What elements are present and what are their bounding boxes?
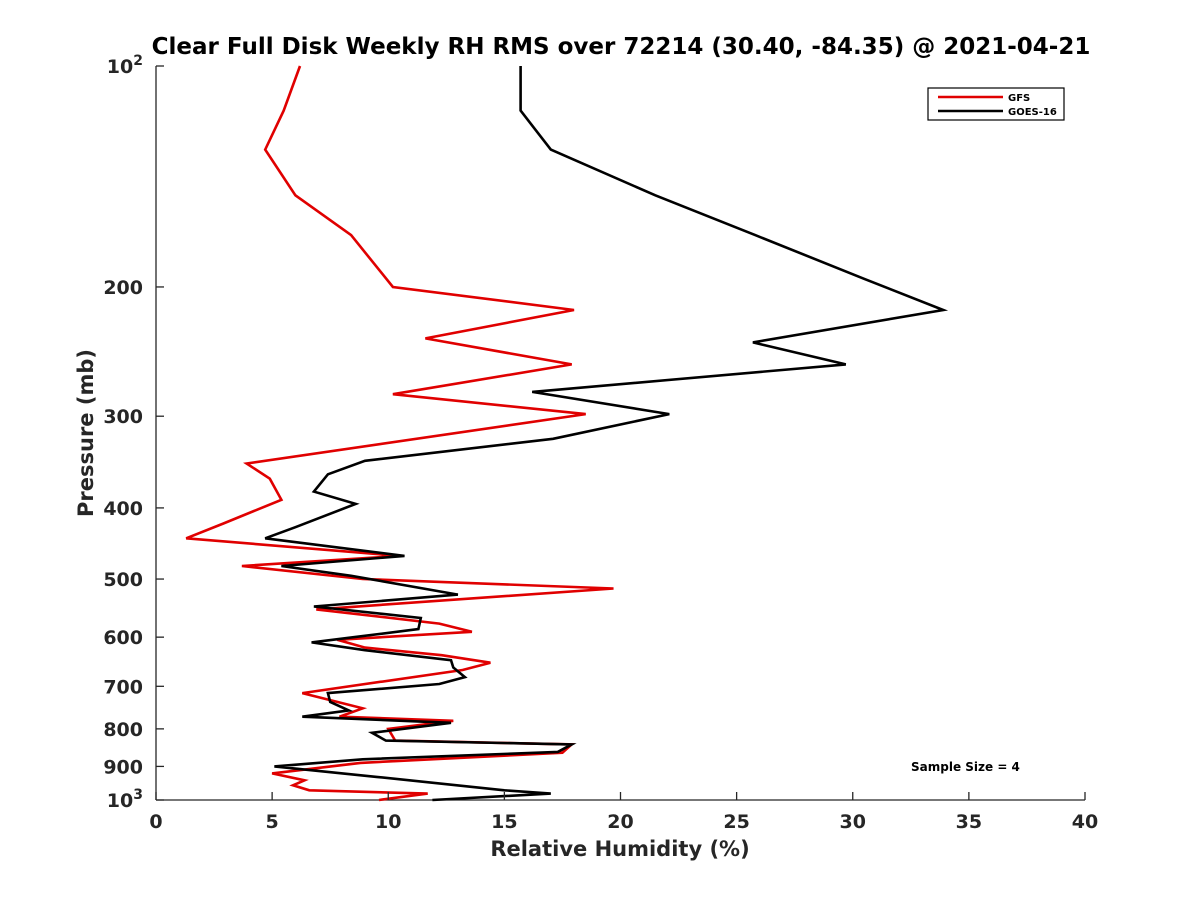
y-tick-label-log: 103 [107, 787, 143, 812]
y-tick-label: 400 [103, 498, 143, 520]
legend-box [927, 87, 1065, 121]
y-axis-ticks: 200 300 400 500 600 700 800 900 102 103 [103, 53, 164, 812]
y-tick-label: 900 [103, 756, 143, 778]
plot-area: 0 5 10 15 20 25 30 35 40 200 300 400 500 600 700 800 90… [103, 53, 1098, 833]
series-line-gfs [185, 65, 614, 802]
legend-label-goes16: GOES-16 [1008, 107, 1057, 118]
y-tick-label: 300 [103, 406, 143, 428]
series-layer [185, 65, 949, 802]
x-axis-label: Relative Humidity (%) [490, 837, 749, 861]
y-tick-label: 800 [103, 719, 143, 741]
y-axis-label: Pressure (mb) [74, 349, 98, 517]
x-axis-ticks: 0 5 10 15 20 25 30 35 40 [149, 792, 1098, 833]
legend-label-gfs: GFS [1008, 93, 1030, 104]
x-tick-label: 0 [149, 811, 162, 833]
x-tick-label: 10 [375, 811, 401, 833]
x-tick-label: 5 [266, 811, 279, 833]
x-tick-label: 35 [956, 811, 982, 833]
series-line-goes16 [264, 66, 949, 802]
x-tick-label: 40 [1072, 811, 1098, 833]
y-tick-label: 200 [103, 277, 143, 299]
sample-size-annotation: Sample Size = 4 [911, 760, 1020, 774]
y-tick-label: 700 [103, 676, 143, 698]
y-tick-label: 600 [103, 627, 143, 649]
chart-title: Clear Full Disk Weekly RH RMS over 72214… [152, 34, 1091, 60]
legend: GFS GOES-16 [927, 87, 1065, 121]
x-tick-label: 15 [491, 811, 517, 833]
x-tick-label: 30 [840, 811, 866, 833]
y-tick-label: 500 [103, 569, 143, 591]
x-tick-label: 20 [607, 811, 633, 833]
x-tick-label: 25 [723, 811, 749, 833]
y-tick-label-log: 102 [107, 53, 143, 78]
